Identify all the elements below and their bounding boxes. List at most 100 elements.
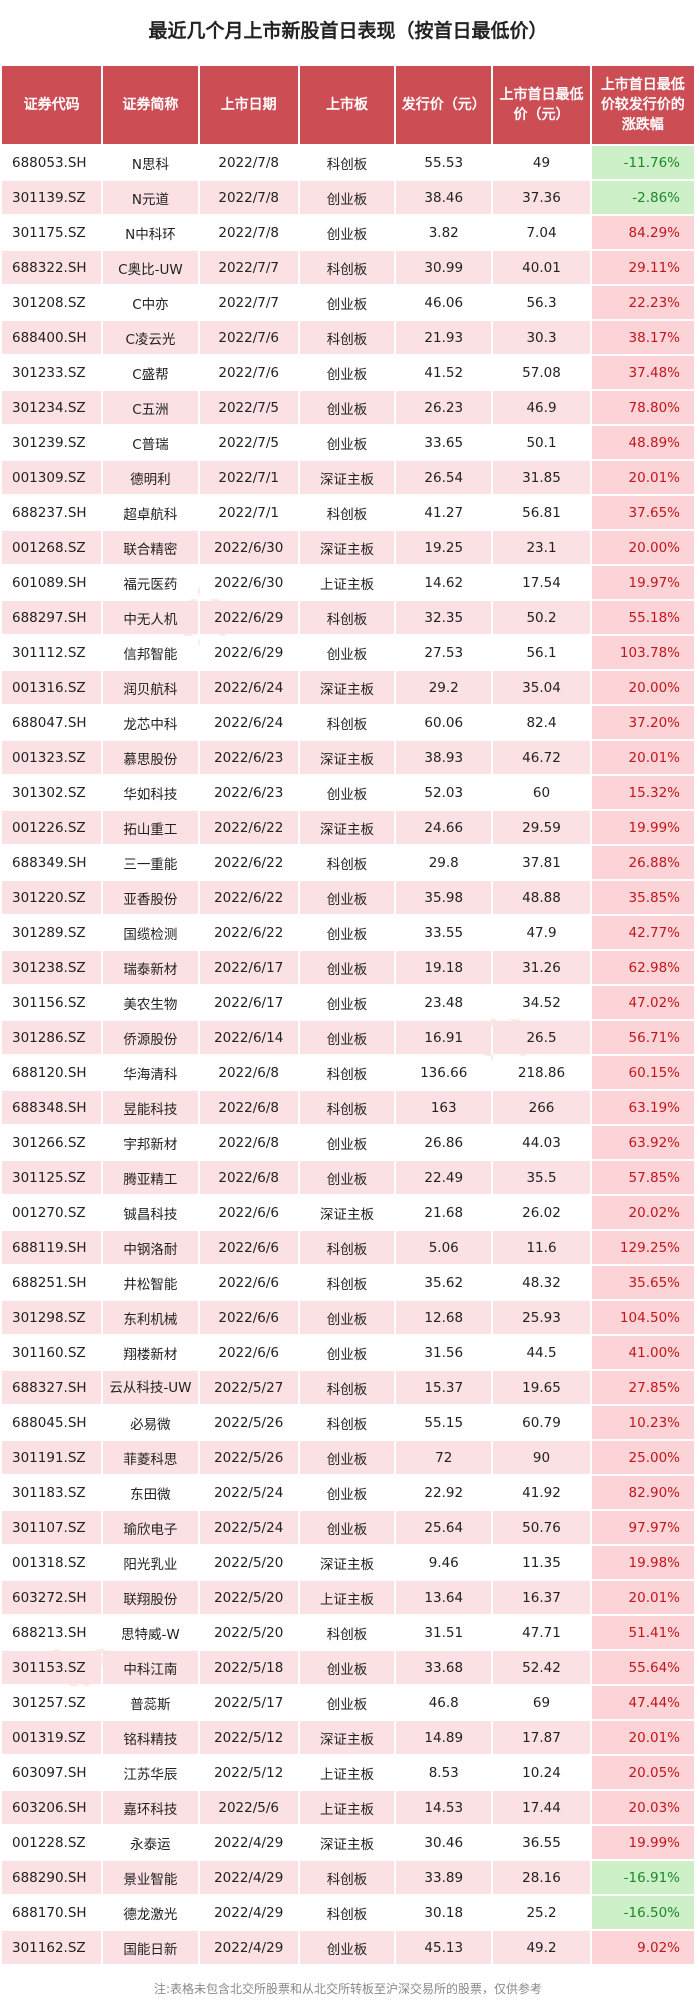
cell-board: 深证主板 xyxy=(299,1196,395,1229)
cell-code: 688170.SH xyxy=(2,1896,102,1929)
cell-first-day-low: 47.71 xyxy=(493,1616,590,1649)
cell-issue-price: 19.18 xyxy=(396,951,492,984)
cell-date: 2022/6/24 xyxy=(199,671,298,704)
cell-board: 创业板 xyxy=(299,986,395,1019)
cell-issue-price: 35.62 xyxy=(396,1266,492,1299)
cell-date: 2022/5/26 xyxy=(199,1441,298,1474)
cell-change: 129.25% xyxy=(591,1231,694,1264)
cell-change: 56.71% xyxy=(591,1021,694,1054)
header-date: 上市日期 xyxy=(199,66,298,144)
cell-change: 20.00% xyxy=(591,531,694,564)
cell-name: C五洲 xyxy=(103,391,198,424)
cell-first-day-low: 52.42 xyxy=(493,1651,590,1684)
cell-first-day-low: 56.3 xyxy=(493,286,590,319)
cell-change: 22.23% xyxy=(591,286,694,319)
cell-board: 科创板 xyxy=(299,1231,395,1264)
cell-first-day-low: 49.2 xyxy=(493,1931,590,1964)
cell-name: 普蕊斯 xyxy=(103,1686,198,1719)
cell-change: 62.98% xyxy=(591,951,694,984)
cell-issue-price: 33.65 xyxy=(396,426,492,459)
cell-board: 创业板 xyxy=(299,286,395,319)
footnote: 注:表格未包含北交所股票和从北交所转板至沪深交易所的股票，仅供参考 xyxy=(153,1982,543,1996)
cell-issue-price: 41.27 xyxy=(396,496,492,529)
cell-change: 19.99% xyxy=(591,1826,694,1859)
table-header-row: 证券代码 证券简称 上市日期 上市板 发行价（元） 上市首日最低价（元） 上市首… xyxy=(2,66,694,144)
cell-name: 华如科技 xyxy=(103,776,198,809)
cell-code: 688213.SH xyxy=(2,1616,102,1649)
cell-date: 2022/4/29 xyxy=(199,1861,298,1894)
cell-name: 东利机械 xyxy=(103,1301,198,1334)
cell-change: 20.01% xyxy=(591,1581,694,1614)
cell-change: 20.03% xyxy=(591,1791,694,1824)
cell-name: 思特威-W xyxy=(103,1616,198,1649)
cell-first-day-low: 48.88 xyxy=(493,881,590,914)
cell-code: 688045.SH xyxy=(2,1406,102,1439)
cell-issue-price: 15.37 xyxy=(396,1371,492,1404)
cell-issue-price: 26.86 xyxy=(396,1126,492,1159)
cell-date: 2022/6/6 xyxy=(199,1266,298,1299)
header-board: 上市板 xyxy=(299,66,395,144)
cell-first-day-low: 48.32 xyxy=(493,1266,590,1299)
cell-first-day-low: 29.59 xyxy=(493,811,590,844)
cell-name: 菲菱科思 xyxy=(103,1441,198,1474)
table-row: 301286.SZ 侨源股份 2022/6/14 创业板 16.91 26.5 56.71% xyxy=(2,1021,694,1054)
cell-board: 创业板 xyxy=(299,776,395,809)
table-row: 603272.SH 联翔股份 2022/5/20 上证主板 13.64 16.37 20.0… xyxy=(2,1581,694,1614)
table-row: 688237.SH 超卓航科 2022/7/1 科创板 41.27 56.81 37.65% xyxy=(2,496,694,529)
cell-board: 创业板 xyxy=(299,916,395,949)
cell-board: 深证主板 xyxy=(299,811,395,844)
cell-board: 科创板 xyxy=(299,601,395,634)
cell-name: 井松智能 xyxy=(103,1266,198,1299)
cell-change: 15.32% xyxy=(591,776,694,809)
cell-issue-price: 24.66 xyxy=(396,811,492,844)
cell-code: 301125.SZ xyxy=(2,1161,102,1194)
cell-name: N思科 xyxy=(103,146,198,179)
cell-issue-price: 60.06 xyxy=(396,706,492,739)
ipo-table: 证券代码 证券简称 上市日期 上市板 发行价（元） 上市首日最低价（元） 上市首… xyxy=(0,64,696,1966)
cell-issue-price: 35.98 xyxy=(396,881,492,914)
cell-code: 688237.SH xyxy=(2,496,102,529)
cell-board: 创业板 xyxy=(299,1651,395,1684)
cell-code: 601089.SH xyxy=(2,566,102,599)
cell-issue-price: 52.03 xyxy=(396,776,492,809)
cell-issue-price: 8.53 xyxy=(396,1756,492,1789)
cell-date: 2022/5/18 xyxy=(199,1651,298,1684)
cell-board: 创业板 xyxy=(299,636,395,669)
cell-first-day-low: 16.37 xyxy=(493,1581,590,1614)
cell-date: 2022/6/6 xyxy=(199,1196,298,1229)
cell-name: 美农生物 xyxy=(103,986,198,1019)
cell-change: 57.85% xyxy=(591,1161,694,1194)
cell-board: 科创板 xyxy=(299,321,395,354)
table-row: 301125.SZ 腾亚精工 2022/6/8 创业板 22.49 35.5 57.85% xyxy=(2,1161,694,1194)
cell-issue-price: 136.66 xyxy=(396,1056,492,1089)
cell-date: 2022/7/7 xyxy=(199,251,298,284)
cell-code: 603272.SH xyxy=(2,1581,102,1614)
cell-name: 国能日新 xyxy=(103,1931,198,1964)
cell-issue-price: 16.91 xyxy=(396,1021,492,1054)
table-row: 301107.SZ 瑜欣电子 2022/5/24 创业板 25.64 50.76 97.97… xyxy=(2,1511,694,1544)
cell-change: -11.76% xyxy=(591,146,694,179)
cell-first-day-low: 23.1 xyxy=(493,531,590,564)
cell-issue-price: 12.68 xyxy=(396,1301,492,1334)
cell-date: 2022/5/24 xyxy=(199,1476,298,1509)
cell-code: 001228.SZ xyxy=(2,1826,102,1859)
table-row: 688349.SH 三一重能 2022/6/22 科创板 29.8 37.81 26.88% xyxy=(2,846,694,879)
cell-name: 嘉环科技 xyxy=(103,1791,198,1824)
cell-name: 云从科技-UW xyxy=(103,1371,198,1404)
cell-issue-price: 9.46 xyxy=(396,1546,492,1579)
table-row: 688119.SH 中钢洛耐 2022/6/6 科创板 5.06 11.6 129.25% xyxy=(2,1231,694,1264)
cell-date: 2022/6/22 xyxy=(199,846,298,879)
cell-code: 688119.SH xyxy=(2,1231,102,1264)
cell-date: 2022/6/22 xyxy=(199,881,298,914)
cell-change: 20.01% xyxy=(591,1721,694,1754)
header-first-day-low: 上市首日最低价（元） xyxy=(493,66,590,144)
cell-first-day-low: 56.81 xyxy=(493,496,590,529)
table-row: 001226.SZ 拓山重工 2022/6/22 深证主板 24.66 29.59 19.9… xyxy=(2,811,694,844)
cell-name: 德龙激光 xyxy=(103,1896,198,1929)
cell-board: 科创板 xyxy=(299,1371,395,1404)
cell-date: 2022/5/20 xyxy=(199,1581,298,1614)
cell-code: 001268.SZ xyxy=(2,531,102,564)
cell-issue-price: 22.49 xyxy=(396,1161,492,1194)
cell-first-day-low: 90 xyxy=(493,1441,590,1474)
cell-name: 翔楼新材 xyxy=(103,1336,198,1369)
